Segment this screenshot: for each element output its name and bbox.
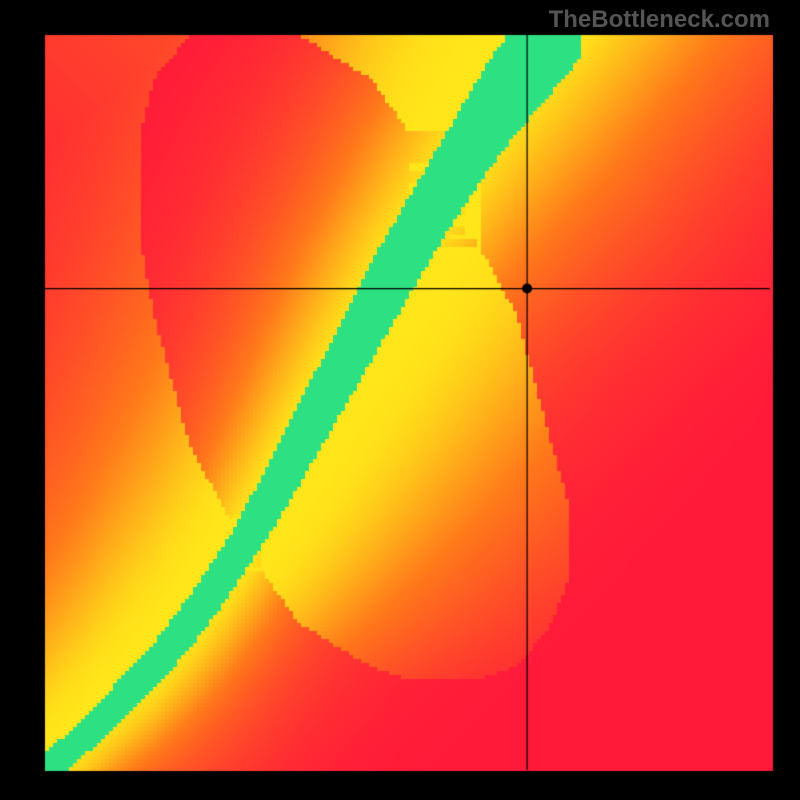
watermark-text: TheBottleneck.com (549, 6, 770, 34)
bottleneck-heatmap (0, 0, 800, 800)
